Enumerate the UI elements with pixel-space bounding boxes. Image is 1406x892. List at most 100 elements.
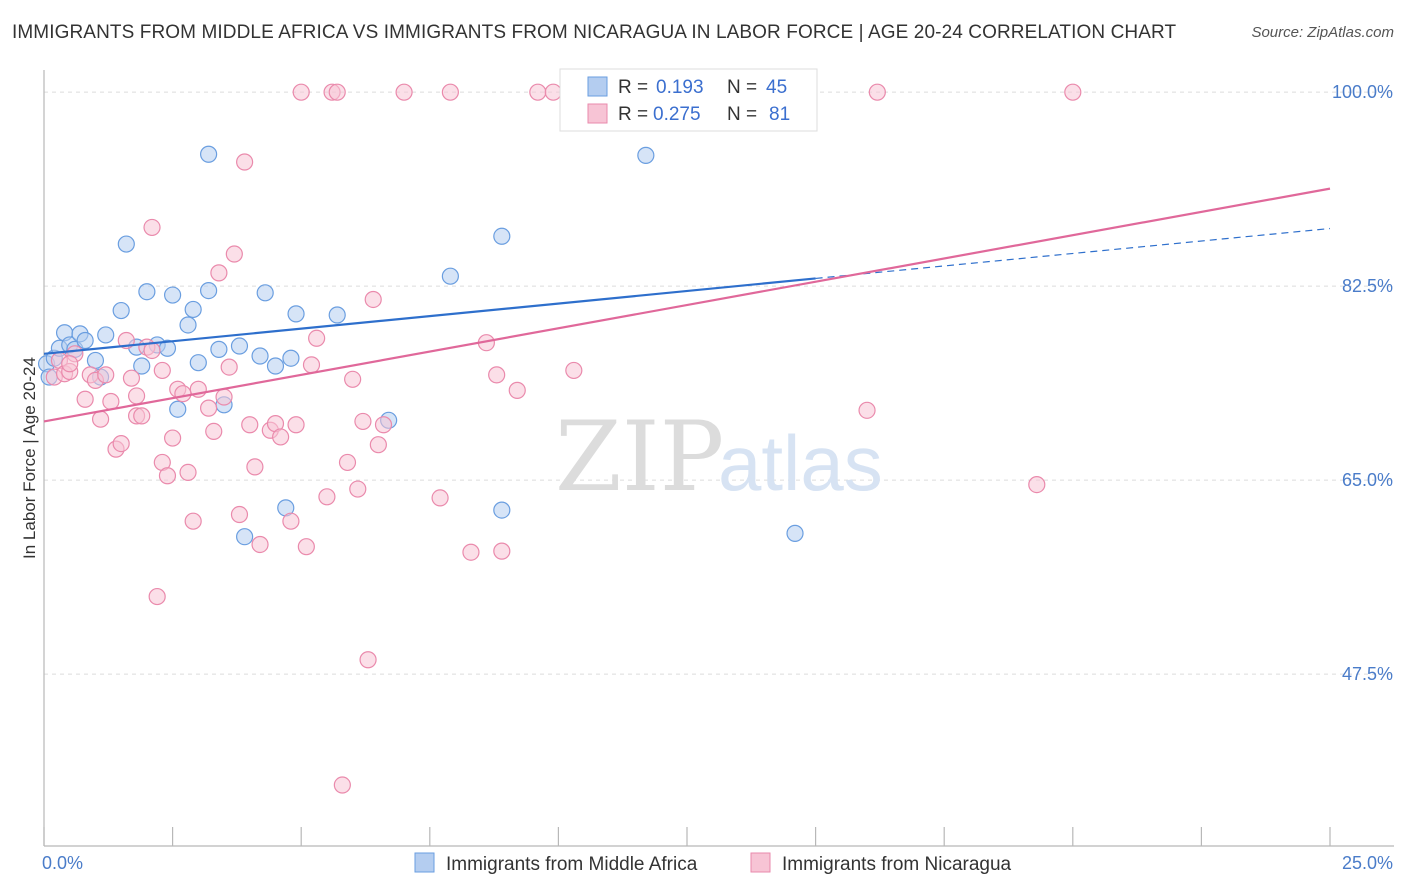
nicaragua-point-32	[205, 422, 223, 440]
middle-africa-point-8	[76, 331, 94, 350]
x-tick-labels: 0.0% 25.0%	[42, 827, 1393, 873]
nicaragua-point-56	[349, 480, 367, 498]
nicaragua-point-20	[143, 218, 161, 237]
legend-n-label-1: N =	[727, 77, 757, 98]
nicaragua-point-36	[225, 245, 243, 263]
middle-africa-point-25	[200, 145, 218, 163]
nicaragua-point-49	[302, 356, 321, 374]
nicaragua-point-47	[292, 83, 310, 101]
nicaragua-point-77	[1028, 476, 1046, 494]
nicaragua-point-57	[354, 412, 372, 431]
gridlines	[44, 91, 1394, 675]
axes	[43, 70, 1394, 847]
middle-africa-point-32	[266, 357, 285, 375]
middle-africa-point-19	[164, 286, 182, 304]
watermark-atlas: atlas	[718, 419, 883, 507]
source-label: Source: ZipAtlas.com	[1251, 24, 1394, 41]
nicaragua-point-63	[431, 489, 449, 507]
nicaragua-point-46	[287, 416, 305, 434]
nicaragua-point-75	[858, 401, 876, 419]
nicaragua-point-12	[112, 434, 130, 453]
nicaragua-point-64	[441, 83, 459, 101]
middle-africa-point-38	[441, 267, 459, 285]
middle-africa-point-24	[200, 282, 218, 300]
nicaragua-point-44	[272, 428, 290, 446]
nicaragua-point-40	[246, 458, 264, 476]
nicaragua-point-71	[544, 83, 562, 101]
legend-n-label-2: N =	[727, 104, 757, 125]
nicaragua-point-37	[230, 505, 249, 524]
nicaragua-point-67	[488, 366, 506, 384]
nicaragua-point-25	[164, 429, 182, 447]
nicaragua-point-69	[508, 381, 526, 399]
nicaragua-point-24	[158, 467, 177, 485]
nicaragua-point-62	[395, 83, 413, 101]
nicaragua-point-68	[493, 542, 511, 560]
nicaragua-point-65	[462, 543, 480, 561]
legend-swatch-middle-africa	[587, 76, 608, 97]
nicaragua-point-72	[565, 361, 583, 380]
nicaragua-point-58	[359, 651, 377, 669]
legend-r-label-2: R =	[618, 104, 648, 125]
nicaragua-point-60	[369, 436, 387, 454]
nicaragua-point-28	[179, 463, 197, 482]
stats-legend: R = 0.193 N = 45 R = 0.275 N = 81	[559, 68, 818, 132]
nicaragua-point-35	[220, 358, 238, 376]
nicaragua-point-78	[1064, 83, 1082, 101]
watermark: ZIP atlas	[555, 401, 883, 513]
nicaragua-point-50	[308, 329, 326, 347]
nicaragua-point-5	[76, 390, 94, 408]
series-legend: Immigrants from Middle Africa Immigrants…	[414, 852, 1012, 875]
legend-r-label-1: R =	[618, 77, 648, 98]
nicaragua-point-22	[153, 361, 171, 380]
nicaragua-point-9	[97, 366, 115, 384]
y-tick-labels: 47.5% 65.0% 82.5% 100.0%	[1332, 82, 1393, 684]
nicaragua-point-70	[529, 83, 547, 101]
legend-n-value-2: 81	[769, 104, 790, 125]
y-tick-label-0: 47.5%	[1342, 664, 1393, 684]
nicaragua-point-79	[333, 776, 351, 794]
nicaragua-point-17	[133, 407, 151, 425]
nicaragua-point-61	[374, 416, 393, 434]
nicaragua-point-38	[236, 153, 254, 171]
legend-swatch-nicaragua	[587, 103, 608, 124]
middle-africa-point-39	[493, 227, 511, 245]
nicaragua-point-29	[184, 512, 202, 530]
nicaragua-point-59	[364, 290, 382, 309]
nicaragua-point-34	[215, 388, 233, 406]
middle-africa-point-31	[256, 284, 274, 302]
series-legend-nicaragua: Immigrants from Nicaragua	[782, 854, 1012, 875]
middle-africa-point-12	[112, 301, 130, 320]
middle-africa-point-13	[117, 235, 135, 253]
series-legend-swatch-middle-africa	[414, 852, 435, 873]
nicaragua-point-10	[102, 392, 120, 411]
legend-r-value-1: 0.193	[656, 77, 704, 98]
watermark-zip: ZIP	[555, 401, 724, 513]
middle-africa-point-34	[282, 349, 300, 367]
y-tick-label-3: 100.0%	[1332, 82, 1393, 102]
legend-r-value-2: 0.275	[653, 104, 701, 125]
middle-africa-point-11	[97, 326, 115, 344]
middle-africa-trend-line	[43, 277, 816, 355]
nicaragua-point-41	[251, 535, 269, 554]
nicaragua-point-21	[148, 587, 166, 606]
nicaragua-point-31	[200, 399, 218, 417]
x-tick-label-1: 25.0%	[1342, 853, 1393, 873]
trend-lines	[43, 187, 1331, 423]
middle-africa-trend-extension	[815, 227, 1331, 280]
middle-africa-point-9	[86, 351, 105, 370]
middle-africa-point-16	[138, 283, 156, 301]
middle-africa-point-44	[786, 524, 804, 542]
nicaragua-point-14	[122, 369, 141, 387]
nicaragua-trend-line	[43, 187, 1331, 423]
series-legend-middle-africa: Immigrants from Middle Africa	[446, 854, 698, 875]
middle-africa-point-22	[184, 300, 202, 319]
middle-africa-point-35	[287, 305, 305, 323]
middle-africa-point-20	[169, 400, 187, 418]
nicaragua-point-39	[241, 416, 259, 434]
middle-africa-point-30	[251, 347, 269, 365]
middle-africa-point-26	[210, 340, 228, 358]
middle-africa-point-40	[493, 501, 511, 519]
nicaragua-point-8	[91, 410, 110, 428]
